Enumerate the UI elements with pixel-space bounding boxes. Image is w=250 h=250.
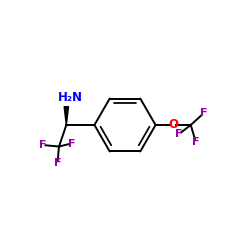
Text: F: F	[200, 108, 208, 118]
Text: F: F	[175, 129, 182, 139]
Text: F: F	[54, 158, 62, 168]
Text: F: F	[39, 140, 46, 150]
Text: F: F	[192, 137, 200, 147]
Text: H₂N: H₂N	[58, 91, 83, 104]
Polygon shape	[64, 107, 68, 125]
Text: O: O	[168, 118, 178, 132]
Text: F: F	[68, 139, 76, 149]
